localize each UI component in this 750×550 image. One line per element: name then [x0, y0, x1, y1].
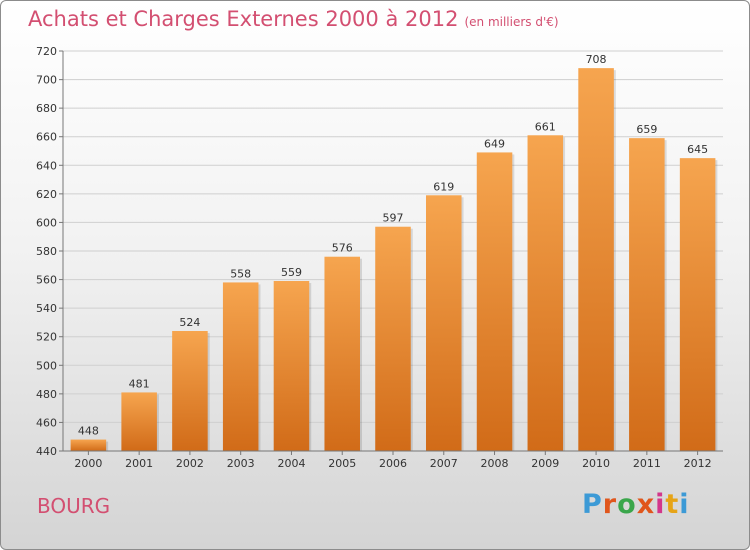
x-tick-label: 2005 — [328, 457, 356, 470]
bar-value-label: 448 — [78, 425, 99, 438]
title-text: Achats et Charges Externes 2000 à 2012 — [28, 7, 459, 31]
bar-value-label: 558 — [230, 267, 251, 280]
x-tick-label: 2001 — [125, 457, 153, 470]
y-tick-label: 440 — [36, 445, 57, 458]
axes: 440 460 480 500 520 540 560 580 600 620 640 660 680 7… — [36, 45, 723, 470]
x-tick-label: 2002 — [176, 457, 204, 470]
proxiti-logo[interactable]: Proxiti — [582, 489, 690, 520]
x-tick-label: 2006 — [379, 457, 407, 470]
bar — [273, 281, 310, 451]
x-tick-label: 2009 — [531, 457, 559, 470]
x-tick-label: 2004 — [277, 457, 305, 470]
bar — [375, 226, 411, 451]
y-tick-label: 500 — [36, 359, 57, 372]
y-tick-label: 660 — [36, 131, 57, 144]
unit-label: (en milliers d'€) — [464, 15, 559, 29]
y-tick-label: 680 — [36, 102, 57, 115]
x-tick-label: 2003 — [227, 457, 255, 470]
bar-value-label: 559 — [281, 266, 302, 279]
x-tick-label: 2008 — [481, 457, 509, 470]
bar-value-label: 659 — [636, 123, 657, 136]
bar-value-label: 649 — [484, 137, 505, 150]
bar — [629, 138, 665, 451]
bar — [324, 256, 360, 451]
x-tick-label: 2007 — [430, 457, 458, 470]
bar — [578, 68, 614, 452]
y-tick-label: 520 — [36, 331, 57, 344]
bar — [426, 195, 462, 451]
y-tick-label: 560 — [36, 274, 57, 287]
y-tick-label: 580 — [36, 245, 57, 258]
bar — [70, 439, 107, 451]
bar-value-label: 708 — [586, 53, 607, 66]
chart-title: Achats et Charges Externes 2000 à 2012 (e… — [28, 7, 559, 31]
bar-value-label: 661 — [535, 120, 556, 133]
y-tick-label: 600 — [36, 216, 57, 229]
bar — [121, 392, 157, 451]
y-tick-label: 720 — [36, 45, 57, 58]
bar — [222, 282, 259, 451]
bar-value-label: 597 — [383, 212, 404, 225]
bar-value-label: 619 — [433, 180, 454, 193]
y-tick-label: 640 — [36, 159, 57, 172]
bar-value-label: 524 — [179, 316, 200, 329]
bar — [476, 152, 513, 451]
x-tick-label: 2010 — [582, 457, 610, 470]
y-tick-label: 620 — [36, 188, 57, 201]
bar — [527, 135, 564, 452]
y-tick-label: 700 — [36, 74, 57, 87]
commune-name: BOURG — [37, 494, 111, 518]
x-tick-label: 2011 — [633, 457, 661, 470]
bar-value-label: 576 — [332, 242, 353, 255]
bar-value-label: 645 — [687, 143, 708, 156]
bar — [172, 331, 208, 451]
y-tick-label: 480 — [36, 388, 57, 401]
bar-value-label: 481 — [129, 377, 150, 390]
x-tick-label: 2000 — [74, 457, 102, 470]
bars: 448 481 524 558 559 576 597 619 649 661 708 659 645 — [70, 53, 718, 452]
bar — [679, 158, 716, 451]
y-tick-label: 540 — [36, 302, 57, 315]
y-tick-label: 460 — [36, 416, 57, 429]
x-tick-label: 2012 — [684, 457, 712, 470]
